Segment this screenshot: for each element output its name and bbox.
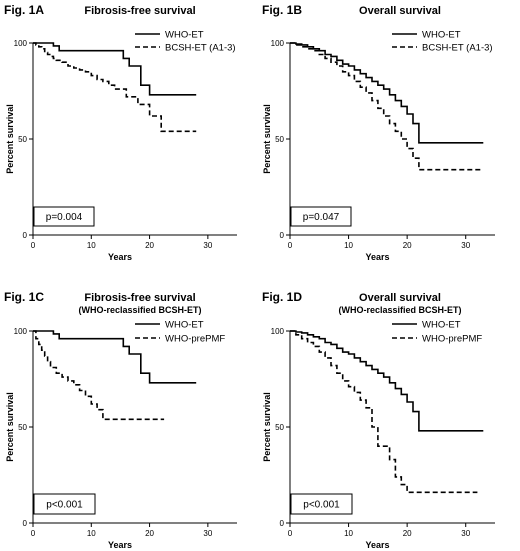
p-value-label: p=0.004 [46,212,83,223]
chart-panel-4: Fig. 1D Overall survival(WHO-reclassified… [262,290,495,550]
legend-label: WHO-prePMF [165,334,225,345]
y-tick-label: 50 [275,423,284,432]
y-tick-label: 50 [18,135,27,144]
panel-label: Fig. 1A [4,3,44,17]
x-tick-label: 30 [203,529,212,538]
chart-panel-2: Fig. 1B Overall survival 0 50 100 0 10 20 30 Year… [262,3,495,262]
p-value-box [33,206,95,227]
series-line-2 [290,42,484,171]
x-tick-label: 20 [403,241,412,250]
x-tick-label: 0 [288,529,293,538]
legend-label: WHO-ET [422,30,461,41]
series-line-1 [290,330,484,432]
x-tick-label: 30 [203,241,212,250]
y-axis-title: Percent survival [5,392,15,462]
chart-panel-1: Fig. 1A Fibrosis-free survival 0 50 100 0 10 20… [4,3,237,262]
x-tick-label: 10 [344,529,353,538]
p-value-box [33,493,96,515]
x-tick-label: 30 [461,241,470,250]
legend-label: WHO-ET [422,320,461,331]
x-axis-title: Years [365,252,389,262]
legend-label: BCSH-ET (A1-3) [422,43,493,54]
x-tick-label: 10 [344,241,353,250]
x-tick-label: 0 [31,241,36,250]
p-value-box [290,206,352,227]
y-axis-title: Percent survival [5,104,15,174]
panel-title: Fibrosis-free survival [84,5,195,17]
y-tick-label: 50 [18,423,27,432]
y-tick-label: 0 [280,231,285,240]
y-tick-label: 0 [23,519,28,528]
x-tick-label: 10 [87,529,96,538]
x-axis-title: Years [365,540,389,550]
chart-panel-3: Fig. 1C Fibrosis-free survival(WHO-reclas… [4,290,237,550]
x-tick-label: 20 [403,529,412,538]
series-line-2 [33,42,197,133]
panel-subtitle: (WHO-reclassified BCSH-ET) [338,305,461,315]
x-tick-label: 10 [87,241,96,250]
p-value-label: p=0.047 [303,212,340,223]
p-value-box [290,493,353,515]
panel-label: Fig. 1B [262,3,302,17]
legend-label: BCSH-ET (A1-3) [165,43,236,54]
y-axis-title: Percent survival [262,104,272,174]
panel-subtitle: (WHO-reclassified BCSH-ET) [78,305,201,315]
panel-title: Fibrosis-free survival [84,292,195,304]
y-axis-title: Percent survival [262,392,272,462]
legend-label: WHO-ET [165,30,204,41]
panel-label: Fig. 1C [4,290,44,304]
y-tick-label: 100 [271,327,285,336]
panel-label: Fig. 1D [262,290,302,304]
legend-label: WHO-ET [165,320,204,331]
y-tick-label: 100 [271,39,285,48]
p-value-label: p<0.001 [46,500,83,511]
x-axis-title: Years [108,252,132,262]
series-line-2 [290,330,478,494]
y-tick-label: 50 [275,135,284,144]
x-tick-label: 20 [145,241,154,250]
panel-title: Overall survival [359,292,441,304]
y-tick-label: 0 [280,519,285,528]
legend-label: WHO-prePMF [422,334,482,345]
series-line-1 [33,42,197,96]
series-line-1 [290,42,484,144]
x-tick-label: 30 [461,529,470,538]
p-value-label: p<0.001 [303,500,340,511]
x-tick-label: 0 [288,241,293,250]
x-axis-title: Years [108,540,132,550]
x-tick-label: 0 [31,529,36,538]
series-line-2 [33,330,165,421]
y-tick-label: 0 [23,231,28,240]
x-tick-label: 20 [145,529,154,538]
y-tick-label: 100 [14,39,28,48]
panel-title: Overall survival [359,5,441,17]
series-line-1 [33,330,197,384]
y-tick-label: 100 [14,327,28,336]
